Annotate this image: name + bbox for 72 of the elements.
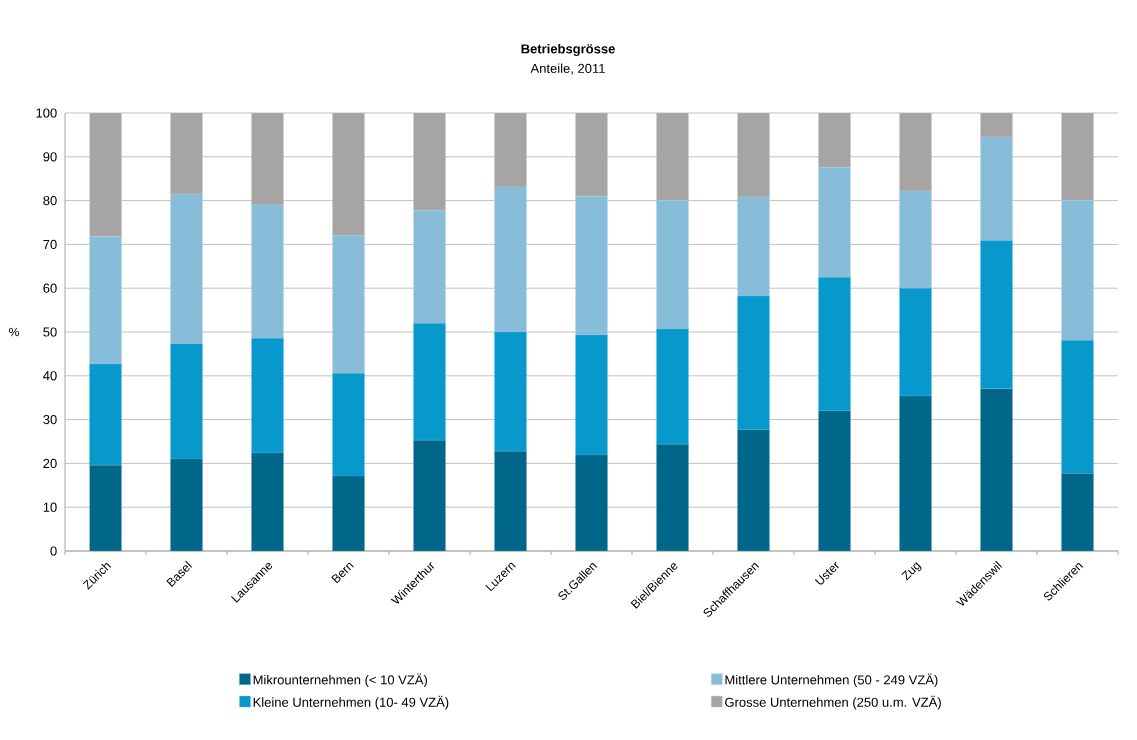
bar: [494, 186, 527, 333]
bar: [89, 236, 122, 365]
bar: [737, 196, 770, 297]
legend-label: Mittlere Unternehmen (50 - 249 VZÄ): [725, 673, 938, 688]
bar: [980, 136, 1013, 241]
bar: [980, 113, 1013, 138]
bar: [413, 113, 446, 211]
bar: [818, 410, 851, 551]
bar: [656, 113, 689, 201]
bar: [899, 190, 932, 289]
bar: [251, 113, 284, 206]
y-axis-title: %: [9, 327, 19, 337]
legend-label: Kleine Unternehmen (10- 49 VZÄ): [253, 695, 449, 710]
bar: [332, 373, 365, 477]
bar: [656, 200, 689, 330]
bar: [332, 113, 365, 236]
y-tick-label: 50: [43, 327, 57, 337]
bar: [413, 440, 446, 551]
bar: [170, 458, 203, 551]
bar: [170, 343, 203, 460]
bar: [737, 113, 770, 198]
bar: [413, 210, 446, 324]
x-tick-label: Bern: [331, 562, 354, 584]
bar: [575, 113, 608, 197]
bar: [656, 328, 689, 445]
bar: [89, 113, 122, 237]
bar: [575, 196, 608, 336]
bar: [1061, 200, 1094, 341]
bar: [737, 429, 770, 551]
bar: [899, 288, 932, 397]
y-tick-label: 0: [50, 546, 57, 556]
bar: [737, 295, 770, 430]
bar: [332, 475, 365, 551]
bar: [1061, 113, 1094, 201]
y-tick-label: 10: [43, 502, 57, 512]
y-tick-label: 60: [43, 283, 57, 293]
bar: [575, 334, 608, 456]
bar: [170, 113, 203, 195]
bar: [251, 204, 284, 339]
bar: [899, 113, 932, 192]
bar: [1061, 473, 1094, 551]
y-tick-label: 40: [43, 371, 57, 381]
bar: [251, 337, 284, 454]
chart-title: Betriebsgrösse: [521, 43, 615, 57]
bar: [251, 452, 284, 551]
legend-label: Mikrounternehmen (< 10 VZÄ): [253, 673, 427, 688]
bar: [980, 240, 1013, 389]
bar: [818, 277, 851, 411]
bar: [818, 167, 851, 278]
bar: [332, 235, 365, 374]
y-tick-label: 90: [43, 152, 57, 162]
bar: [575, 454, 608, 551]
bar: [494, 450, 527, 551]
legend-label: Grosse Unternehmen (250 u.m. VZÄ): [725, 695, 941, 710]
bar: [89, 465, 122, 551]
chart-subtitle: Anteile, 2011: [530, 63, 605, 75]
bar: [413, 323, 446, 441]
y-tick-label: 30: [43, 414, 57, 425]
bar: [494, 331, 527, 452]
y-tick-label: 70: [43, 239, 57, 249]
y-tick-label: 100: [36, 108, 57, 118]
bar: [656, 443, 689, 551]
bar: [89, 363, 122, 466]
bar: [818, 113, 851, 168]
bar: [170, 193, 203, 344]
bar: [1061, 340, 1094, 474]
y-tick-label: 20: [43, 458, 57, 468]
y-tick-label: 80: [43, 195, 57, 206]
bar: [494, 113, 527, 188]
bar: [980, 388, 1013, 551]
x-tick-label: Zug: [901, 562, 922, 581]
bar: [899, 395, 932, 551]
